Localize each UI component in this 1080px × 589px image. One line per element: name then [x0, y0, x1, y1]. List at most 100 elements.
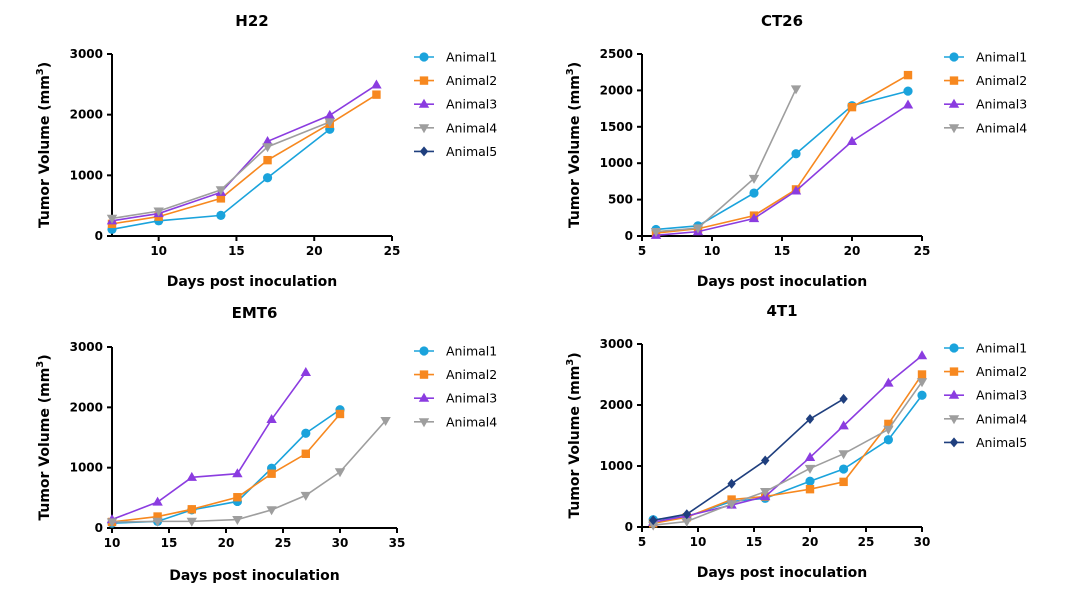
- data-point: [839, 477, 848, 487]
- data-point: [106, 518, 118, 528]
- x-tick-label: 25: [275, 536, 292, 550]
- data-point: [917, 390, 927, 400]
- legend-marker: [419, 146, 429, 157]
- legend-label: Animal4: [446, 414, 497, 429]
- data-point: [186, 471, 197, 481]
- legend: Animal1 Animal2 Animal3 Animal4 Animal5: [944, 341, 1027, 450]
- legend-marker: [419, 370, 429, 379]
- data-point: [846, 135, 858, 145]
- data-point: [749, 188, 759, 198]
- x-tick-label: 35: [389, 536, 406, 550]
- legend-label: Animal1: [446, 50, 497, 65]
- data-point: [727, 495, 736, 504]
- legend-item: Animal4: [414, 120, 497, 135]
- data-point: [838, 420, 849, 430]
- series-line: [653, 394, 923, 521]
- series-animal4: [648, 378, 928, 531]
- legend-label: Animal4: [976, 120, 1027, 135]
- series-line: [111, 121, 331, 220]
- data-point: [262, 135, 273, 145]
- legend-marker: [948, 124, 960, 134]
- legend-marker: [418, 392, 430, 402]
- series-animal4: [106, 118, 335, 224]
- y-tick-label: 0: [625, 229, 633, 243]
- legend-marker: [948, 389, 960, 399]
- chart-panel-4t1: 4T1 0 1000 2000 3000 5 10 15 20 25 30 Days post ino…: [565, 302, 1027, 581]
- data-point: [262, 143, 273, 153]
- x-axis-title: Days post inoculation: [167, 274, 337, 290]
- x-tick-label: 10: [690, 535, 707, 549]
- x-axis-title: Days post inoculation: [697, 274, 867, 290]
- data-point: [839, 393, 848, 404]
- x-tick-label: 10: [104, 536, 121, 550]
- y-axis-title-superscript: 3: [35, 68, 46, 75]
- legend-marker: [419, 346, 429, 356]
- data-point: [266, 506, 277, 516]
- series-line: [655, 90, 909, 231]
- legend-marker: [948, 98, 960, 108]
- y-axis-title: Tumor Volume (mm3): [35, 354, 53, 520]
- data-point: [726, 500, 737, 510]
- chart-panel-emt6: EMT6 0 1000 2000 3000 10 15 20 25 30 35 Days post i…: [35, 304, 497, 584]
- x-tick-label: 25: [384, 244, 401, 258]
- legend: Animal1 Animal2 Animal3 Animal4 Animal5: [414, 50, 497, 159]
- x-tick-label: 20: [218, 536, 235, 550]
- y-axis-title-text: Tumor Volume (mm: [567, 75, 583, 228]
- y-tick-label: 2000: [600, 398, 633, 412]
- series-animal5: [649, 393, 848, 526]
- y-tick-label: 2000: [70, 108, 103, 122]
- legend-item: Animal1: [414, 50, 497, 65]
- data-point: [884, 419, 893, 429]
- x-tick-label: 10: [150, 244, 167, 258]
- data-point: [300, 491, 311, 501]
- legend-label: Animal2: [976, 73, 1027, 88]
- series-line: [655, 104, 909, 237]
- series-line: [653, 381, 923, 526]
- data-point: [152, 517, 163, 527]
- legend-marker: [418, 418, 430, 428]
- data-point: [649, 515, 658, 526]
- data-point: [187, 505, 196, 514]
- series-line: [111, 93, 377, 225]
- data-point: [215, 186, 227, 196]
- data-point: [648, 521, 659, 531]
- y-tick-label: 0: [625, 520, 633, 534]
- legend-label: Animal3: [976, 97, 1027, 112]
- series-animal2: [107, 409, 345, 527]
- data-point: [681, 517, 692, 527]
- legend-item: Animal2: [944, 364, 1027, 379]
- y-axis-title: Tumor Volume (mm3): [565, 62, 583, 228]
- x-tick-label: 30: [332, 536, 349, 550]
- legend-marker: [418, 98, 430, 108]
- x-tick-label: 30: [914, 535, 931, 549]
- data-point: [804, 452, 816, 462]
- y-tick-label: 3000: [70, 340, 103, 354]
- legend-label: Animal1: [976, 341, 1027, 356]
- data-point: [917, 370, 927, 379]
- data-point: [805, 476, 815, 486]
- y-axis-title-close: ): [37, 62, 53, 68]
- series-animal1: [648, 390, 927, 525]
- legend-item: Animal5: [944, 435, 1027, 450]
- x-tick-label: 5: [638, 244, 646, 258]
- y-tick-label: 0: [95, 229, 103, 243]
- y-tick-label: 500: [608, 193, 633, 207]
- series-animal2: [649, 370, 927, 528]
- x-tick-label: 15: [774, 244, 791, 258]
- legend: Animal1 Animal2 Animal3 Animal4: [414, 344, 497, 429]
- x-axis-title: Days post inoculation: [169, 568, 339, 584]
- y-axis-title-superscript: 3: [565, 68, 576, 75]
- data-point: [371, 79, 382, 89]
- y-axis-title-superscript: 3: [35, 361, 46, 368]
- legend-item: Animal1: [944, 341, 1027, 356]
- legend-label: Animal2: [976, 364, 1027, 379]
- legend-label: Animal1: [976, 50, 1027, 65]
- data-point: [903, 86, 913, 96]
- y-axis-title-text: Tumor Volume (mm: [567, 366, 583, 519]
- y-tick-label: 1000: [70, 461, 103, 475]
- data-point: [692, 224, 704, 234]
- x-tick-label: 15: [746, 535, 763, 549]
- data-point: [233, 493, 242, 502]
- data-point: [232, 468, 243, 478]
